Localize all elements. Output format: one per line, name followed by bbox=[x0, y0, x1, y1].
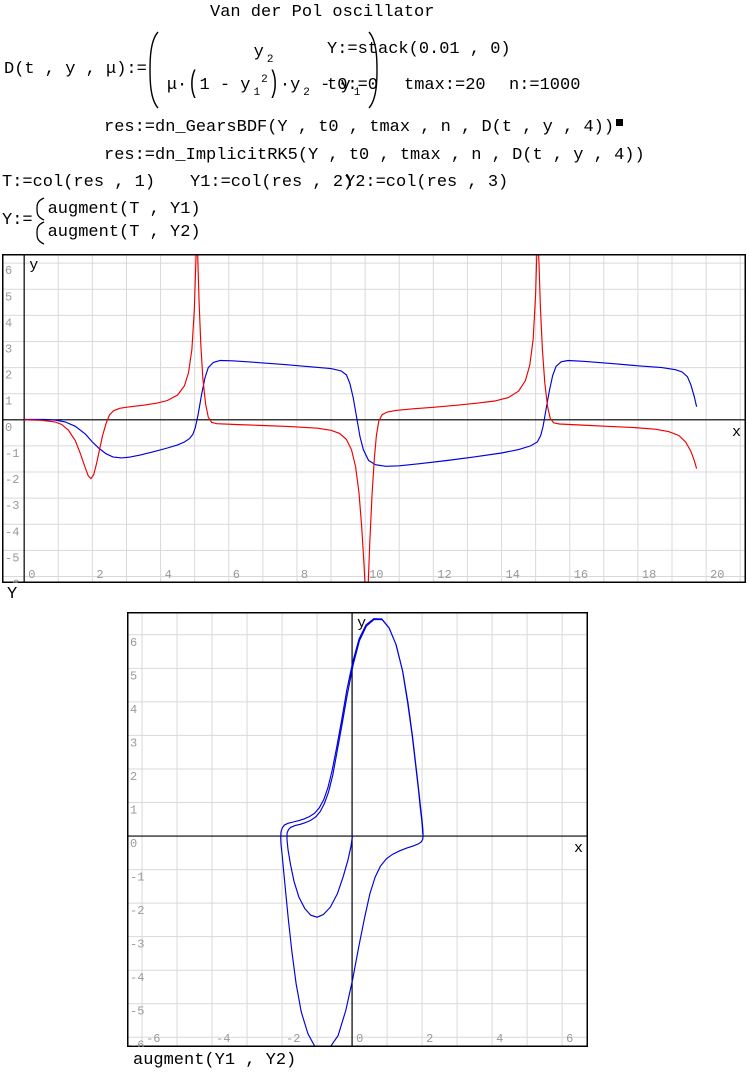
x-tick-label: 20 bbox=[710, 568, 724, 582]
y-tick-label: -2 bbox=[5, 473, 19, 487]
y-tick-label: 4 bbox=[130, 703, 137, 717]
y-tick-label: -6 bbox=[5, 578, 19, 584]
x-tick-label: 6 bbox=[566, 1032, 573, 1046]
y-tick-label: -5 bbox=[130, 1005, 144, 1019]
matrix-right-paren bbox=[368, 31, 379, 109]
phase-plot-expression: augment(Y1 , Y2) bbox=[133, 1051, 297, 1070]
paren: ) bbox=[268, 68, 279, 103]
x-tick-label: 10 bbox=[369, 568, 383, 582]
formula-text: y bbox=[253, 43, 264, 62]
definition-n[interactable]: n:=1000 bbox=[509, 76, 581, 95]
plot-border bbox=[127, 612, 588, 1047]
x-tick-label: 12 bbox=[437, 568, 451, 582]
phase-curve bbox=[280, 618, 424, 1046]
x-tick-label: -4 bbox=[216, 1032, 230, 1046]
y-tick-label: 5 bbox=[5, 290, 12, 304]
phase-plot[interactable]: -6 -4 -2 0 2 4 6 6 5 4 3 2 1 0 -1 -2 -3 -4 -5 -6 y x bbox=[127, 612, 588, 1052]
x-axis-letter: x bbox=[732, 424, 741, 441]
x-tick-label: -2 bbox=[286, 1032, 300, 1046]
y-tick-label: -3 bbox=[5, 499, 19, 513]
y-tick-label: 4 bbox=[5, 316, 12, 330]
cursor-marker bbox=[616, 119, 624, 126]
x-tick-label: -6 bbox=[146, 1032, 160, 1046]
definition-res-implicitrk5[interactable]: res:=dn_ImplicitRK5(Y , t0 , tmax , n , … bbox=[104, 146, 645, 165]
formula-text: - y bbox=[309, 76, 351, 95]
y-tick-label: 6 bbox=[5, 264, 12, 278]
y-tick-label: -5 bbox=[5, 551, 19, 565]
definition-tmax[interactable]: tmax:=20 bbox=[404, 76, 486, 95]
y-tick-label: 2 bbox=[5, 369, 12, 383]
y1-curve bbox=[24, 359, 698, 467]
matrix-left-paren bbox=[149, 31, 159, 109]
y-system-row-2: augment(T , Y2) bbox=[47, 223, 201, 242]
formula-text: ·y bbox=[279, 76, 301, 95]
x-tick-label: 8 bbox=[301, 568, 308, 582]
definition-t0[interactable]: t0:=0 bbox=[327, 76, 379, 95]
time-series-plot-expression: Y bbox=[7, 585, 18, 604]
y-tick-label: -3 bbox=[130, 938, 144, 952]
subscript: 2 bbox=[266, 54, 274, 66]
x-tick-label: 16 bbox=[574, 568, 588, 582]
x-tick-label: 4 bbox=[165, 568, 172, 582]
formula-text: μ· bbox=[166, 76, 188, 95]
y-tick-label: -1 bbox=[5, 447, 19, 461]
y-tick-label: 3 bbox=[5, 343, 12, 357]
subscript: 2 bbox=[303, 87, 310, 99]
definition-y2-col[interactable]: Y2:=col(res , 3) bbox=[345, 173, 509, 192]
y-tick-label: 5 bbox=[130, 669, 137, 683]
paren: ( bbox=[188, 68, 199, 103]
y-tick-label: -4 bbox=[130, 971, 144, 985]
subscript: 1 bbox=[253, 87, 261, 99]
d-definition-lhs: D(t , y , μ):= bbox=[4, 60, 147, 79]
y-tick-label: 2 bbox=[130, 770, 137, 784]
y-tick-label: -6 bbox=[130, 1038, 144, 1047]
definition-y-system[interactable]: Y:= augment(T , Y1) augment(T , Y2) bbox=[2, 197, 201, 245]
y-tick-label: 0 bbox=[5, 421, 12, 435]
x-tick-label: 4 bbox=[496, 1032, 503, 1046]
definition-t-col[interactable]: T:=col(res , 1) bbox=[2, 173, 156, 192]
formula-text: 1 - y bbox=[199, 76, 251, 95]
y-axis-letter: y bbox=[357, 615, 366, 632]
definition-res-gearsbdf[interactable]: res:=dn_GearsBDF(Y , t0 , tmax , n , D(t… bbox=[104, 118, 624, 138]
x-tick-label: 0 bbox=[356, 1032, 363, 1046]
x-tick-label: 6 bbox=[233, 568, 240, 582]
x-tick-label: 2 bbox=[96, 568, 103, 582]
x-tick-label: 18 bbox=[642, 568, 656, 582]
y-tick-label: -4 bbox=[5, 525, 19, 539]
worksheet-title[interactable]: Van der Pol oscillator bbox=[210, 3, 435, 22]
definition-y-stack[interactable]: Y:=stack(0.01 , 0) bbox=[327, 40, 511, 59]
y-tick-label: -2 bbox=[130, 904, 144, 918]
x-tick-label: 0 bbox=[28, 568, 35, 582]
y-system-row-1: augment(T , Y1) bbox=[47, 200, 201, 219]
definition-y1-col[interactable]: Y1:=col(res , 2) bbox=[190, 173, 354, 192]
y-axis-letter: y bbox=[29, 257, 38, 274]
y2-curve bbox=[24, 255, 698, 582]
y-tick-label: 3 bbox=[130, 736, 137, 750]
subscript: 1 bbox=[353, 87, 361, 99]
x-tick-label: 14 bbox=[506, 568, 520, 582]
y-tick-label: 0 bbox=[130, 837, 137, 851]
y-tick-label: 1 bbox=[130, 804, 137, 818]
y-tick-label: -1 bbox=[130, 871, 144, 885]
y-system-lhs: Y:= bbox=[2, 211, 33, 230]
superscript: 2 bbox=[261, 74, 268, 86]
system-brace bbox=[35, 197, 44, 245]
x-axis-letter: x bbox=[574, 840, 583, 857]
x-tick-label: 2 bbox=[426, 1032, 433, 1046]
y-tick-label: 1 bbox=[5, 395, 12, 409]
y-tick-label: 6 bbox=[130, 636, 137, 650]
plot-border bbox=[2, 254, 746, 583]
